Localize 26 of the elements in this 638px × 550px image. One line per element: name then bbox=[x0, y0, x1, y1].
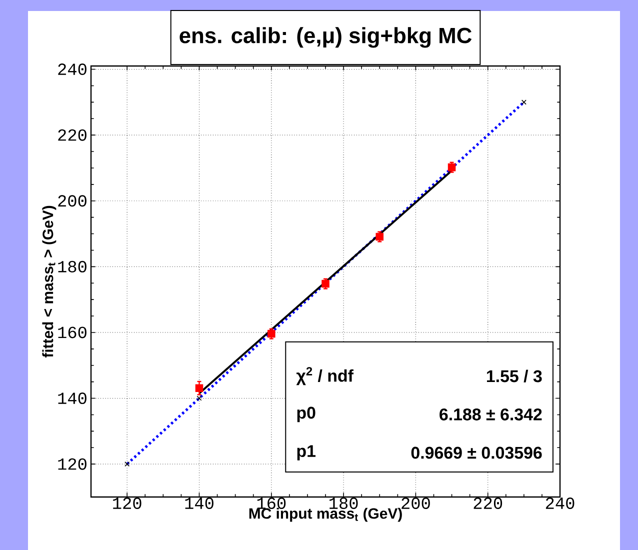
y-tick-label: 140 bbox=[58, 392, 86, 404]
x-tick-label: 160 bbox=[257, 498, 286, 510]
x-tick-label: 200 bbox=[402, 498, 430, 510]
annotation: 6.188 ± 6.342 bbox=[440, 408, 542, 420]
y-axis-title: fitted < mass$_{t}$ > (GeV) bbox=[42, 206, 56, 358]
point bbox=[124, 462, 130, 467]
annotation: 1.55 / 3 bbox=[486, 370, 542, 382]
x-axis-title: MC input mass$_{t}$ (GeV) bbox=[249, 508, 402, 522]
x-tick-label: 240 bbox=[546, 498, 574, 510]
y-tick-label: 160 bbox=[58, 326, 86, 338]
x-tick-label: 220 bbox=[474, 498, 502, 510]
y-tick-label: 240 bbox=[58, 64, 86, 76]
x-tick-label: 180 bbox=[330, 498, 358, 510]
point bbox=[521, 100, 526, 105]
x-tick-label: 120 bbox=[113, 498, 142, 510]
y-tick-label: 180 bbox=[58, 260, 86, 272]
point bbox=[195, 384, 204, 392]
x-tick-label: 140 bbox=[185, 498, 214, 510]
annotation: 0.9669 ± 0.03596 bbox=[411, 446, 542, 459]
chart-title: ens. calib: (e,μ) sig+bkg MC bbox=[180, 27, 472, 48]
annotation: p1 bbox=[297, 445, 316, 460]
annotation: χ$^{2}$ / ndf bbox=[296, 367, 354, 386]
y-tick-label: 200 bbox=[58, 195, 86, 207]
y-tick-label: 120 bbox=[58, 458, 86, 470]
annotation: p0 bbox=[297, 406, 316, 422]
y-tick-label: 220 bbox=[58, 129, 86, 141]
